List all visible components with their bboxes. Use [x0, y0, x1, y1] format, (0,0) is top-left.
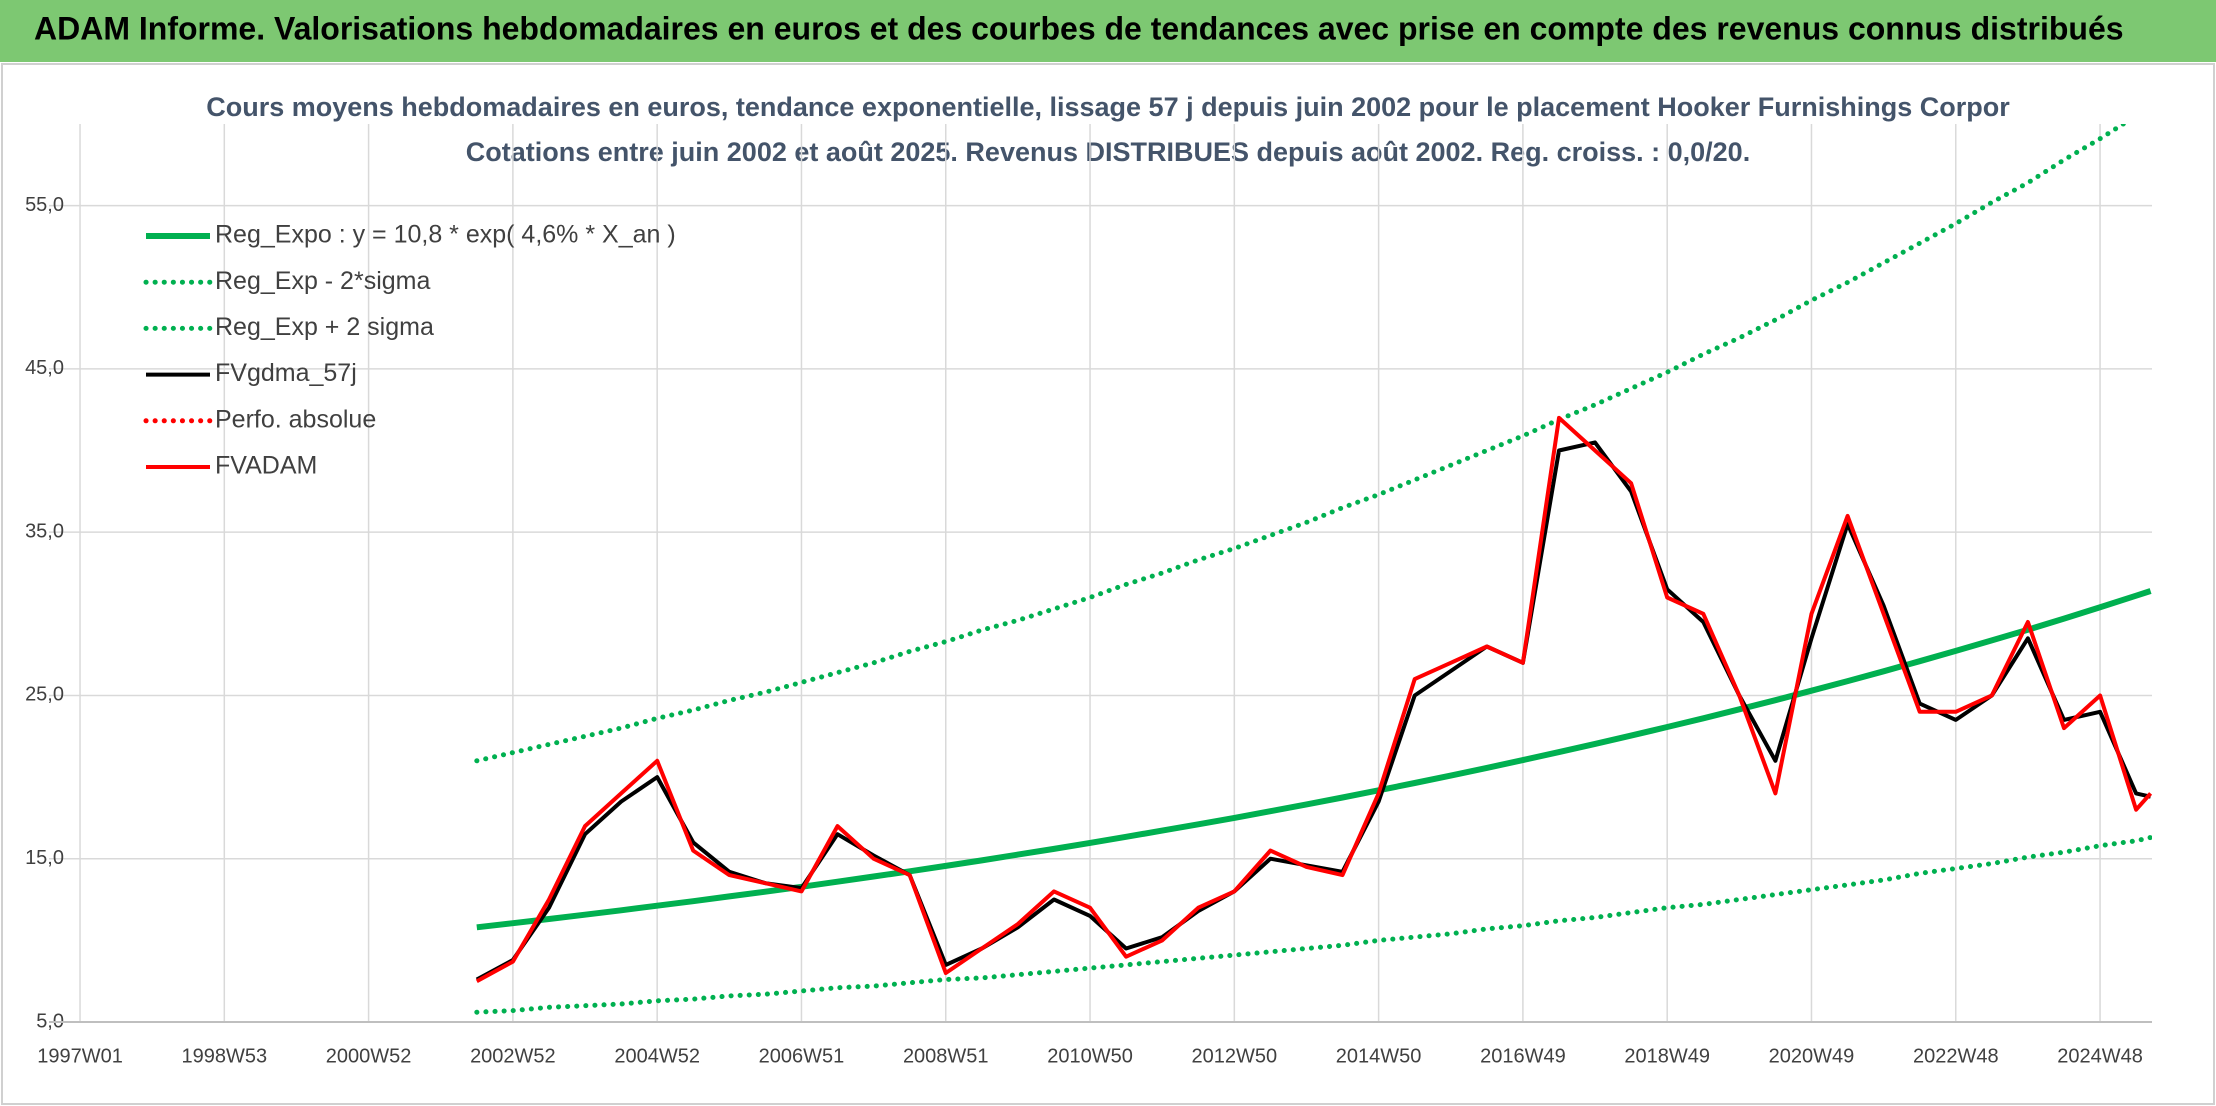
x-tick-label: 2008W51: [903, 1045, 989, 1067]
legend-label: FVgdma_57j: [215, 359, 357, 387]
y-tick-label: 45,0: [25, 357, 64, 379]
y-tick-label: 15,0: [25, 847, 64, 869]
legend: Reg_Expo : y = 10,8 * exp( 4,6% * X_an )…: [143, 221, 676, 480]
y-tick-label: 35,0: [25, 520, 64, 542]
legend-label: Reg_Exp - 2*sigma: [215, 267, 430, 295]
series-line: [476, 588, 2152, 931]
legend-label: FVADAM: [215, 452, 317, 480]
x-tick-label: 2010W50: [1047, 1045, 1133, 1067]
x-tick-label: 2014W50: [1336, 1045, 1422, 1067]
chart-frame: [1, 63, 2215, 1105]
header-title: ADAM Informe. Valorisations hebdomadaire…: [34, 10, 2124, 46]
x-tick-label: 2006W51: [759, 1045, 845, 1067]
x-tick-label: 2016W49: [1480, 1045, 1566, 1067]
plot-area: [474, 124, 2152, 1015]
chart-subtitle: Cotations entre juin 2002 et août 2025. …: [466, 137, 1750, 167]
legend-label: Reg_Exp + 2 sigma: [215, 313, 434, 341]
x-tick-label: 2022W48: [1913, 1045, 1999, 1067]
y-tick-label: 55,0: [25, 194, 64, 216]
x-tick-label: 2024W48: [2057, 1045, 2143, 1067]
y-tick-label: 25,0: [25, 684, 64, 706]
x-tick-label: 2000W52: [326, 1045, 412, 1067]
x-tick-label: 2018W49: [1624, 1045, 1710, 1067]
x-tick-label: 2004W52: [614, 1045, 700, 1067]
series-line: [474, 124, 2128, 764]
chart-title: Cours moyens hebdomadaires en euros, ten…: [206, 92, 2010, 122]
series-line: [474, 835, 2152, 1015]
legend-label: Perfo. absolue: [215, 405, 376, 433]
x-tick-label: 1998W53: [181, 1045, 267, 1067]
series-line: [475, 415, 2152, 983]
legend-label: Reg_Expo : y = 10,8 * exp( 4,6% * X_an ): [215, 221, 676, 249]
header-bar: [0, 0, 2216, 62]
x-tick-label: 2020W49: [1769, 1045, 1855, 1067]
x-tick-label: 2012W50: [1192, 1045, 1278, 1067]
x-tick-label: 1997W01: [37, 1045, 123, 1067]
x-tick-label: 2002W52: [470, 1045, 556, 1067]
